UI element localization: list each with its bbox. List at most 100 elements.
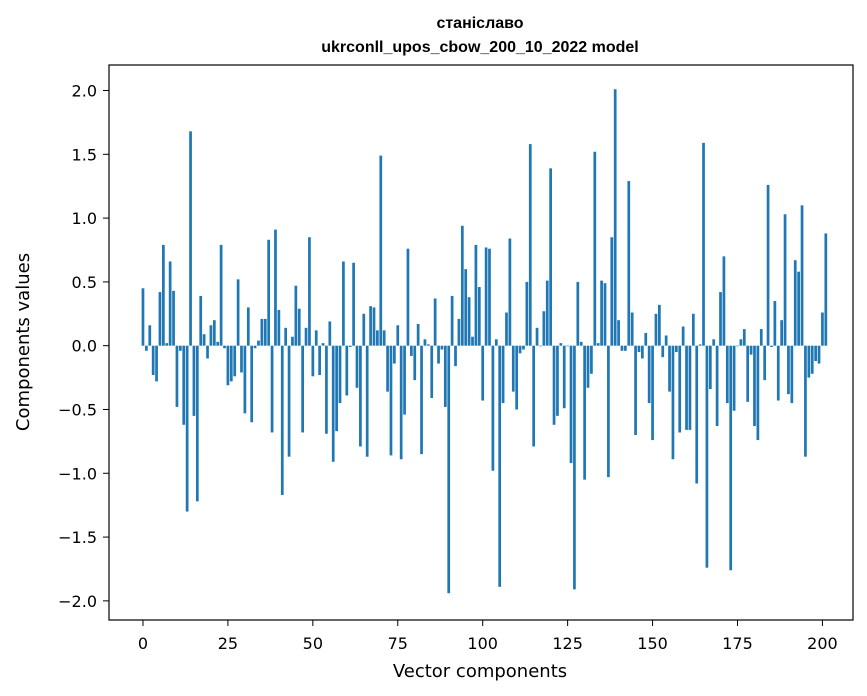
x-axis-label: Vector components <box>393 661 567 682</box>
bar <box>474 244 478 346</box>
bar <box>162 244 165 346</box>
bar <box>607 345 610 478</box>
bar <box>797 271 800 346</box>
bar <box>253 345 257 349</box>
bar <box>511 345 515 392</box>
y-tick-label: 1.0 <box>72 209 97 228</box>
bar <box>348 345 352 347</box>
bar <box>759 329 763 346</box>
bar <box>209 325 213 346</box>
bar <box>742 329 746 346</box>
bar <box>508 238 512 346</box>
bar <box>379 155 383 346</box>
bar <box>216 341 220 346</box>
x-tick-label: 150 <box>637 634 668 653</box>
bar <box>287 345 291 457</box>
bar <box>647 345 651 404</box>
bar <box>189 131 192 346</box>
bar <box>617 320 620 346</box>
bar <box>420 345 423 455</box>
bar <box>443 345 447 407</box>
bar <box>535 327 539 346</box>
bar <box>325 345 328 434</box>
bar <box>780 320 784 346</box>
bar <box>192 345 196 416</box>
bar <box>206 345 209 359</box>
bar <box>376 330 379 346</box>
bar <box>294 285 298 346</box>
bar <box>450 295 454 346</box>
bar <box>518 345 522 354</box>
bar <box>277 309 281 346</box>
bar <box>817 345 821 364</box>
bar <box>389 345 393 456</box>
bar <box>342 261 345 346</box>
bar <box>372 307 376 346</box>
bar <box>430 345 434 398</box>
bar <box>308 237 311 346</box>
bar <box>559 343 563 346</box>
bar <box>698 344 702 346</box>
bar <box>539 345 542 347</box>
bar <box>654 313 658 346</box>
bar <box>284 327 288 346</box>
bar <box>746 345 750 402</box>
bar <box>702 142 705 346</box>
bar <box>440 345 444 350</box>
bar <box>447 345 451 594</box>
x-tick-label: 50 <box>303 634 323 653</box>
bar <box>641 345 644 359</box>
bar <box>355 345 359 388</box>
bar <box>352 262 355 346</box>
bar <box>410 345 413 356</box>
x-tick-label: 75 <box>388 634 408 653</box>
bar <box>515 345 519 410</box>
bar <box>705 345 709 568</box>
bar <box>331 345 335 462</box>
bar <box>393 345 396 364</box>
bar <box>613 89 617 346</box>
bar <box>678 345 682 433</box>
bar <box>423 339 427 346</box>
bar <box>644 332 648 346</box>
bar <box>369 306 372 346</box>
bar <box>793 260 797 346</box>
bar <box>399 345 403 460</box>
bar <box>525 281 529 346</box>
bar <box>804 345 807 457</box>
bar <box>691 313 695 346</box>
bar <box>528 144 532 346</box>
bar <box>257 340 260 346</box>
bar <box>664 335 668 346</box>
chart-title: станіславо <box>436 15 523 32</box>
bar <box>562 345 566 409</box>
bar <box>736 345 739 347</box>
bar <box>627 181 631 346</box>
bar <box>753 345 756 427</box>
bar <box>165 343 169 346</box>
bar <box>729 345 733 571</box>
bar <box>630 312 634 346</box>
bar <box>464 269 468 346</box>
bar <box>549 168 552 346</box>
bar <box>603 283 607 346</box>
bar <box>586 345 590 388</box>
bar <box>814 345 817 361</box>
bar <box>301 345 304 433</box>
bar <box>172 290 175 346</box>
bar <box>681 326 685 346</box>
bar <box>790 345 794 404</box>
bar <box>362 313 366 346</box>
bar <box>314 330 318 346</box>
bar <box>328 321 332 346</box>
bar <box>610 237 614 346</box>
bar <box>783 214 787 346</box>
bar <box>270 345 274 433</box>
bar <box>725 345 729 404</box>
bar <box>345 345 349 396</box>
x-tick-label: 100 <box>467 634 498 653</box>
bar <box>291 336 294 346</box>
bar <box>226 345 230 386</box>
bar <box>155 345 158 382</box>
